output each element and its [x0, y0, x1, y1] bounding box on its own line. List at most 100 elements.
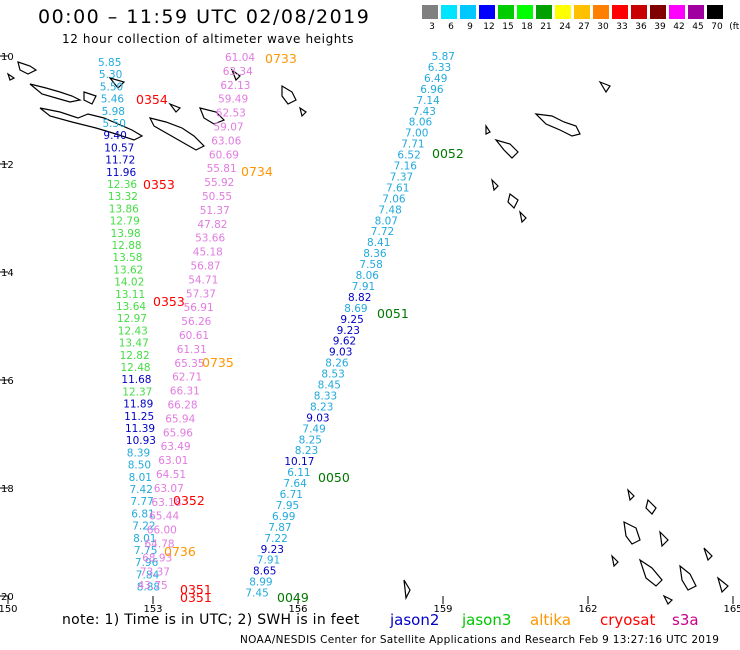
swh-value-label: 62.53 [216, 108, 246, 120]
scale-label: 36 [635, 22, 647, 32]
swh-value-label: 7.00 [405, 128, 428, 140]
scale-swatch [422, 5, 438, 19]
swh-value-label: 7.58 [359, 259, 382, 271]
swh-value-label: 8.45 [318, 380, 341, 392]
scale-label: 27 [578, 22, 590, 32]
swh-value-label: 5.85 [98, 57, 121, 69]
swh-value-label: 50.55 [202, 191, 232, 203]
swh-value-label: 9.23 [337, 325, 360, 337]
swh-value-label: 12.97 [117, 313, 147, 325]
swh-value-label: 66.31 [170, 386, 200, 398]
swh-value-label: 12.88 [112, 240, 142, 252]
scale-swatch [669, 5, 685, 19]
swh-value-label: 7.77 [130, 496, 153, 508]
pass-time-label: 0049 [277, 590, 309, 605]
swh-value-label: 13.86 [109, 203, 139, 215]
swh-value-label: 60.61 [179, 330, 209, 342]
chart-subtitle: 12 hour collection of altimeter wave hei… [62, 32, 355, 46]
swh-value-label: 11.96 [106, 167, 136, 179]
pass-time-label: 0351 [180, 582, 212, 597]
lon-tick-label: 153 [143, 604, 162, 615]
scale-label: 3 [429, 22, 435, 32]
scale-swatch [650, 5, 666, 19]
pass-time-label: 0735 [202, 355, 234, 370]
swh-value-label: 8.07 [375, 215, 398, 227]
swh-value-label: 7.42 [130, 484, 153, 496]
swh-value-label: 66.00 [147, 525, 177, 537]
swh-value-label: 7.91 [257, 555, 280, 567]
swh-value-label: 8.50 [128, 460, 151, 472]
swh-value-label: 13.11 [115, 289, 145, 301]
swh-value-label: 7.91 [352, 281, 375, 293]
scale-label: 70 [711, 22, 723, 32]
swh-value-label: 8.26 [325, 358, 349, 370]
pass-time-label: 0351 [180, 590, 212, 605]
lon-tick-label: 150 [0, 604, 18, 615]
swh-value-label: 7.84 [136, 569, 160, 581]
swh-value-label: 13.58 [112, 252, 142, 264]
lat-tick-label: 20 [1, 592, 14, 603]
scale-label: 24 [559, 22, 571, 32]
pass-time-label: 0353 [143, 177, 175, 192]
swh-value-label: 5.46 [101, 94, 125, 106]
swh-value-label: 6.71 [280, 489, 303, 501]
swh-value-label: 7.48 [378, 204, 401, 216]
pass-time-label: 0733 [265, 51, 297, 66]
swh-value-label: 7.06 [382, 193, 406, 205]
swh-value-label: 13.98 [111, 228, 141, 240]
pass-time-label: 0734 [241, 164, 273, 179]
scale-swatch [555, 5, 571, 19]
swh-value-label: 6.52 [397, 150, 420, 162]
swh-value-label: 55.81 [207, 163, 237, 175]
pass-time-label: 0736 [164, 544, 196, 559]
swh-value-label: 12.79 [110, 216, 140, 228]
swh-value-label: 62.71 [172, 372, 202, 384]
lon-tick-label: 162 [578, 604, 597, 615]
swh-value-label: 11.25 [124, 411, 154, 423]
swh-value-label: 11.39 [125, 423, 155, 435]
swh-value-label: 56.91 [184, 302, 214, 314]
swh-value-label: 43.75 [138, 580, 168, 592]
swh-value-label: 8.39 [127, 447, 150, 459]
scale-swatch [593, 5, 609, 19]
swh-value-label: 54.71 [188, 274, 218, 286]
swh-value-label: 63.49 [161, 441, 191, 453]
swh-value-label: 55.92 [204, 177, 234, 189]
swh-value-label: 5.87 [432, 51, 455, 63]
swh-value-label: 6.49 [424, 73, 447, 85]
swh-value-label: 9.25 [340, 314, 363, 326]
swh-value-label: 8.33 [314, 390, 337, 402]
swh-value-label: 9.62 [333, 336, 356, 348]
legend-s3a: s3a [672, 611, 699, 629]
scale-label: 9 [467, 22, 473, 32]
lat-tick-label: 12 [1, 160, 14, 171]
swh-value-label: 8.65 [253, 566, 276, 578]
scale-label: 33 [616, 22, 628, 32]
footer-note: note: 1) Time is in UTC; 2) SWH is in fe… [62, 612, 360, 628]
chart-title: 00:00 – 11:59 UTC 02/08/2019 [38, 6, 371, 28]
scale-swatch [688, 5, 704, 19]
scale-label: 6 [448, 22, 454, 32]
swh-value-label: 53.66 [195, 233, 225, 245]
swh-value-label: 65.35 [174, 358, 204, 370]
scale-swatch [536, 5, 552, 19]
swh-value-label: 11.89 [123, 399, 153, 411]
swh-value-label: 10.93 [126, 435, 156, 447]
swh-value-label: 12.36 [107, 179, 137, 191]
swh-value-label: 7.72 [371, 226, 394, 238]
swh-value-label: 7.43 [413, 106, 436, 118]
swh-value-label: 45.18 [193, 247, 223, 259]
pass-time-label: 0352 [173, 493, 205, 508]
pass-time-label: 0353 [153, 294, 185, 309]
lon-tick-label: 165 [723, 604, 740, 615]
swh-value-label: 13.62 [113, 264, 143, 276]
swh-value-label: 8.88 [137, 582, 160, 594]
swh-value-label: 59.07 [214, 122, 244, 134]
swh-value-label: 7.22 [132, 521, 155, 533]
swh-value-label: 12.82 [120, 350, 150, 362]
swh-value-label: 7.22 [264, 533, 287, 545]
footer-credit: NOAA/NESDIS Center for Satellite Applica… [240, 634, 720, 646]
lat-tick-label: 16 [1, 376, 14, 387]
scale-label: (ft) [729, 22, 740, 32]
